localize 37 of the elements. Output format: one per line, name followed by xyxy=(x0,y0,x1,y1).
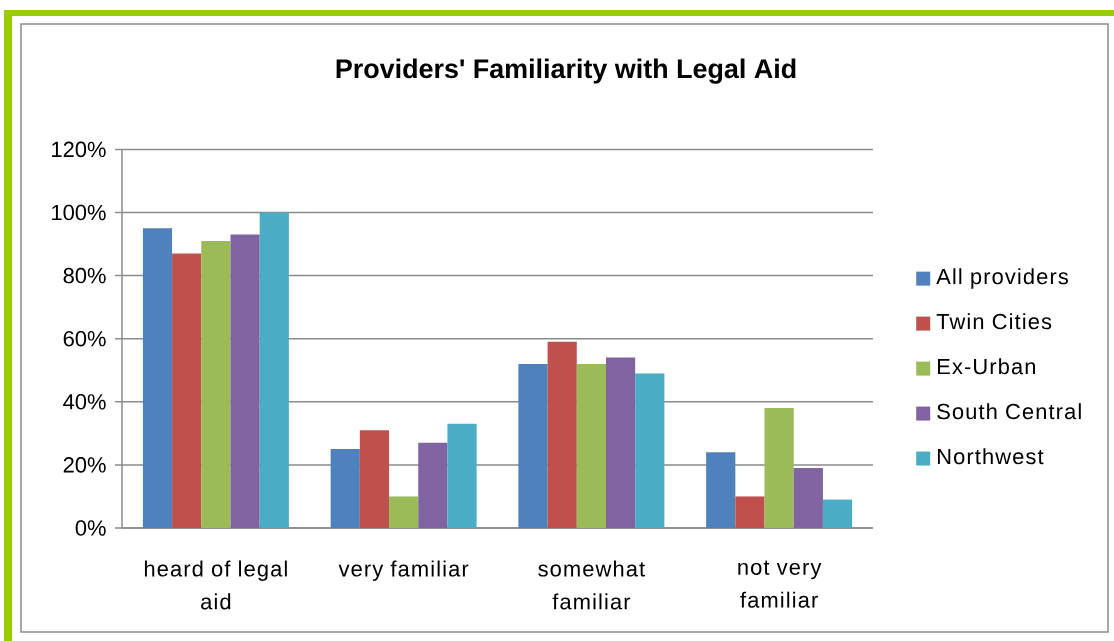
bar xyxy=(389,496,419,528)
x-tick-label: not very familiar xyxy=(738,560,822,608)
bar xyxy=(635,373,665,528)
x-tick-label: heard of legal aid xyxy=(144,560,287,610)
bar xyxy=(706,452,736,528)
bar xyxy=(359,430,390,528)
bar xyxy=(547,341,577,528)
bar xyxy=(822,499,853,528)
bar xyxy=(418,442,448,528)
y-tick-label: 80% xyxy=(63,267,106,284)
bar xyxy=(735,496,765,528)
y-tick-label: 120% xyxy=(52,141,106,158)
x-tick-label: very familiar xyxy=(338,560,469,581)
legend-label: Ex-Urban xyxy=(937,358,1035,375)
bar xyxy=(230,234,260,528)
legend-label: All providers xyxy=(936,268,1069,289)
bar xyxy=(576,363,606,528)
y-tick-label: 40% xyxy=(63,394,106,410)
bar xyxy=(518,363,548,528)
bar xyxy=(447,423,477,528)
y-tick-label: 60% xyxy=(63,330,106,347)
chart-title: Providers' Familiarity with Legal Aid xyxy=(336,58,796,84)
bar xyxy=(172,253,202,528)
bar xyxy=(142,228,173,528)
legend-label: Twin Cities xyxy=(936,313,1052,330)
bar xyxy=(764,408,794,528)
bar xyxy=(793,468,823,528)
legend-label: Northwest xyxy=(937,448,1044,465)
bar xyxy=(259,212,289,528)
bar xyxy=(330,449,360,528)
y-tick-label: 20% xyxy=(63,457,106,473)
bar xyxy=(605,357,636,528)
x-tick-label: somewhat familiar xyxy=(538,560,645,610)
y-tick-label: 0% xyxy=(75,520,106,536)
y-tick-label: 100% xyxy=(52,204,106,221)
bar xyxy=(201,240,231,528)
legend-label: South Central xyxy=(937,403,1081,420)
